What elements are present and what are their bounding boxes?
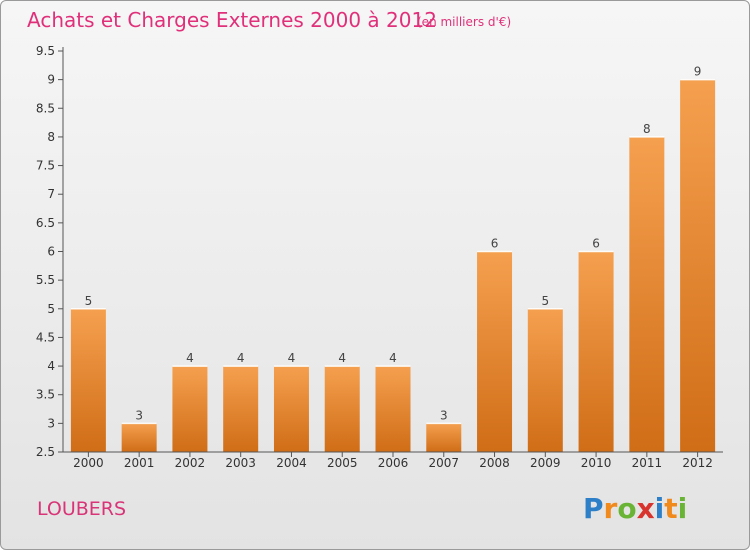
data-label: 5: [541, 294, 549, 308]
bar-2005: [324, 366, 360, 452]
data-label: 5: [85, 294, 93, 308]
y-tick-label: 7.5: [36, 159, 55, 173]
logo-letter: i: [655, 492, 665, 525]
logo-letter: i: [678, 492, 688, 525]
data-label: 3: [135, 408, 143, 422]
y-tick-label: 5: [47, 302, 55, 316]
y-tick-label: 3.5: [36, 388, 55, 402]
x-tick-label: 2008: [479, 456, 510, 470]
data-label: 8: [643, 122, 651, 136]
bar-2007: [426, 423, 462, 452]
data-label: 6: [592, 237, 600, 251]
bar-2000: [70, 308, 106, 452]
x-tick-label: 2004: [276, 456, 307, 470]
x-tick-label: 2006: [378, 456, 409, 470]
bar-2010: [578, 251, 614, 452]
data-label: 4: [288, 351, 296, 365]
bar-2012: [680, 79, 716, 453]
x-axis: 2000 2001 2002 2003 2004 2005 2006 2007 2008 2009…: [63, 451, 723, 470]
x-tick-label: 2005: [327, 456, 358, 470]
y-axis: 2.5 3 3.5 4 4.5 5 5.5 6 6.5 7 7.5 8 8.5 9 9.5: [36, 44, 64, 459]
data-label: 3: [440, 408, 448, 422]
data-label: 6: [491, 237, 499, 251]
y-tick-label: 4: [47, 359, 55, 373]
x-tick-label: 2001: [124, 456, 155, 470]
logo-letter: x: [637, 492, 655, 525]
proxiti-logo: Proxiti: [583, 492, 687, 525]
data-label: 9: [694, 65, 702, 79]
logo-letter: t: [664, 492, 677, 525]
bar-2009: [527, 308, 563, 452]
chart-unit-note: (en milliers d'€): [417, 15, 511, 29]
data-label: 4: [237, 351, 245, 365]
bar-2001: [121, 423, 157, 452]
bar-2003: [223, 366, 259, 452]
y-tick-label: 6: [47, 245, 55, 259]
y-tick-label: 8.5: [36, 101, 55, 115]
y-tick-label: 7: [47, 187, 55, 201]
x-tick-label: 2011: [632, 456, 663, 470]
x-tick-label: 2002: [175, 456, 206, 470]
bar-2011: [629, 136, 665, 452]
y-tick-label: 2.5: [36, 445, 55, 459]
chart-title: Achats et Charges Externes 2000 à 2012: [27, 8, 437, 32]
y-tick-label: 4.5: [36, 330, 55, 344]
bar-2002: [172, 366, 208, 452]
y-tick-label: 9.5: [36, 44, 55, 58]
data-label: 4: [389, 351, 397, 365]
x-tick-label: 2012: [682, 456, 713, 470]
y-tick-label: 6.5: [36, 216, 55, 230]
logo-letter: r: [604, 492, 618, 525]
bar-2004: [273, 366, 309, 452]
bars-group: 5 3 4 4 4 4 4 3 6 5 6 8 9: [70, 65, 716, 453]
y-tick-label: 3: [47, 416, 55, 430]
x-tick-label: 2003: [225, 456, 256, 470]
data-label: 4: [338, 351, 346, 365]
y-tick-label: 9: [47, 73, 55, 87]
place-name: LOUBERS: [37, 498, 126, 520]
x-tick-label: 2000: [73, 456, 104, 470]
x-tick-label: 2009: [530, 456, 561, 470]
bar-2008: [477, 251, 513, 452]
data-label: 4: [186, 351, 194, 365]
y-tick-label: 5.5: [36, 273, 55, 287]
x-tick-label: 2010: [581, 456, 612, 470]
x-tick-label: 2007: [428, 456, 459, 470]
y-tick-label: 8: [47, 130, 55, 144]
bar-2006: [375, 366, 411, 452]
logo-letter: o: [617, 492, 636, 525]
logo-letter: P: [583, 492, 604, 525]
